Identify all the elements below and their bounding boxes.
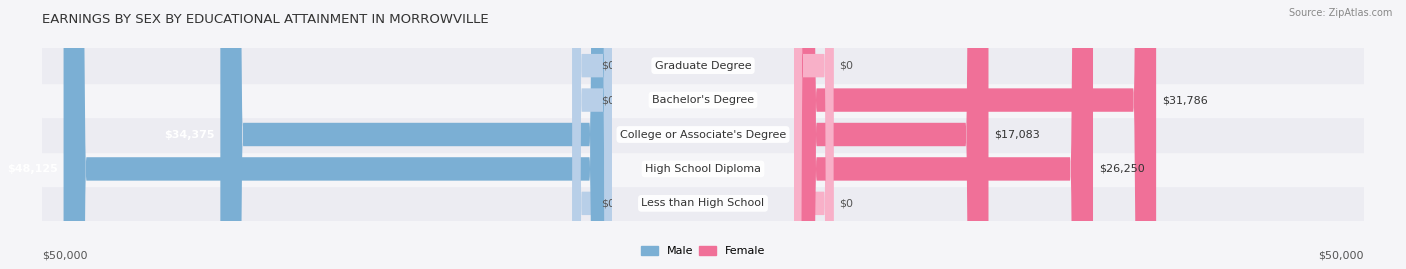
FancyBboxPatch shape — [794, 0, 1156, 269]
Text: Bachelor's Degree: Bachelor's Degree — [652, 95, 754, 105]
Bar — [794, 83, 1364, 117]
Bar — [612, 83, 794, 117]
Text: $34,375: $34,375 — [165, 129, 215, 140]
Bar — [612, 186, 794, 221]
Text: $50,000: $50,000 — [1319, 250, 1364, 261]
Bar — [612, 48, 794, 83]
Bar — [612, 152, 794, 186]
Text: $0: $0 — [839, 198, 853, 208]
Bar — [794, 152, 1364, 186]
Bar — [42, 152, 612, 186]
FancyBboxPatch shape — [572, 0, 612, 269]
Text: $17,083: $17,083 — [994, 129, 1040, 140]
Bar — [42, 83, 612, 117]
Text: $0: $0 — [600, 95, 614, 105]
FancyBboxPatch shape — [794, 0, 834, 269]
Text: $26,250: $26,250 — [1098, 164, 1144, 174]
FancyBboxPatch shape — [221, 0, 612, 269]
Text: College or Associate's Degree: College or Associate's Degree — [620, 129, 786, 140]
Text: $0: $0 — [839, 61, 853, 71]
Text: $0: $0 — [600, 198, 614, 208]
Text: Less than High School: Less than High School — [641, 198, 765, 208]
Text: $31,786: $31,786 — [1161, 95, 1208, 105]
Text: $48,125: $48,125 — [7, 164, 58, 174]
FancyBboxPatch shape — [794, 0, 988, 269]
FancyBboxPatch shape — [794, 0, 834, 269]
FancyBboxPatch shape — [572, 0, 612, 269]
Text: EARNINGS BY SEX BY EDUCATIONAL ATTAINMENT IN MORROWVILLE: EARNINGS BY SEX BY EDUCATIONAL ATTAINMEN… — [42, 13, 489, 26]
Bar — [612, 117, 794, 152]
Bar — [794, 186, 1364, 221]
Bar — [42, 117, 612, 152]
Text: Source: ZipAtlas.com: Source: ZipAtlas.com — [1288, 8, 1392, 18]
Text: Graduate Degree: Graduate Degree — [655, 61, 751, 71]
FancyBboxPatch shape — [63, 0, 612, 269]
Legend: Male, Female: Male, Female — [637, 241, 769, 261]
Bar — [42, 186, 612, 221]
Text: $0: $0 — [600, 61, 614, 71]
Bar — [42, 48, 612, 83]
Bar — [794, 117, 1364, 152]
Bar — [794, 48, 1364, 83]
FancyBboxPatch shape — [572, 0, 612, 269]
Text: High School Diploma: High School Diploma — [645, 164, 761, 174]
FancyBboxPatch shape — [794, 0, 1092, 269]
Text: $50,000: $50,000 — [42, 250, 87, 261]
